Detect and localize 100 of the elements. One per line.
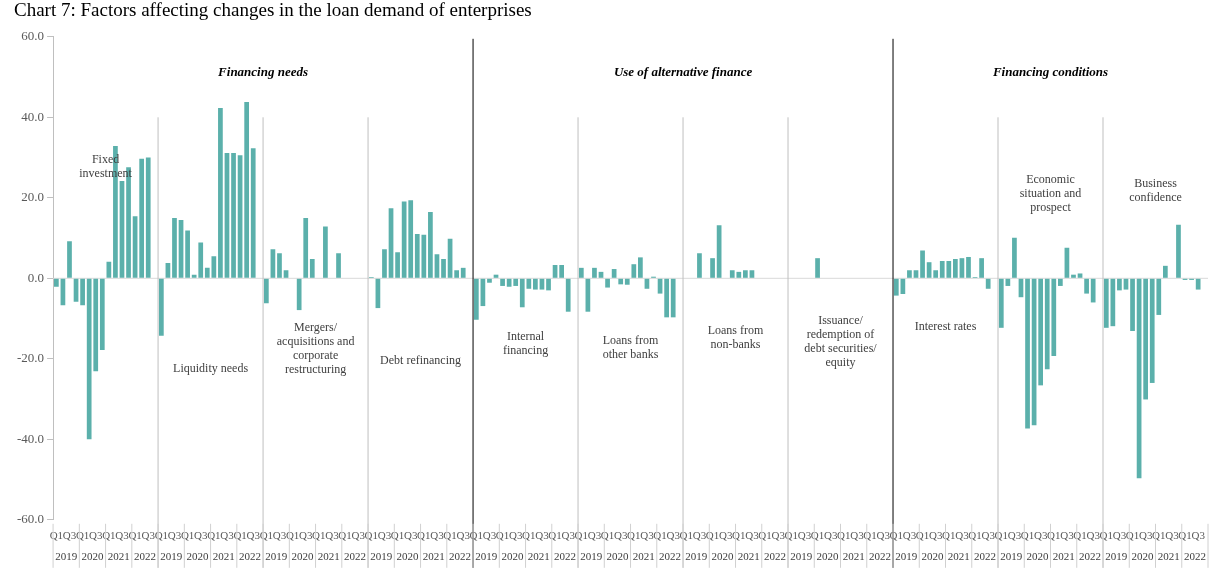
bar bbox=[697, 253, 702, 278]
x-tick-label: Q3 bbox=[1086, 529, 1101, 542]
text: 2019 bbox=[160, 549, 183, 562]
bar bbox=[1162, 265, 1168, 278]
bar bbox=[565, 278, 571, 312]
text: 2019 bbox=[580, 549, 603, 562]
bar bbox=[533, 278, 538, 290]
x-tick-label: Q1 bbox=[180, 529, 195, 542]
bar bbox=[1117, 278, 1122, 291]
x-tick-label: Q1 bbox=[653, 529, 667, 542]
x-tick-label: Q1 bbox=[548, 529, 562, 542]
annotation: Internal financing bbox=[502, 328, 549, 357]
bar bbox=[1012, 237, 1017, 278]
bar bbox=[158, 278, 164, 336]
x-tick-label: Q1 bbox=[364, 529, 379, 542]
x-tick-label: Q1 bbox=[1099, 529, 1114, 542]
x-tick-label: Q3 bbox=[902, 529, 917, 542]
bar bbox=[546, 278, 551, 291]
bar bbox=[638, 257, 643, 278]
bar bbox=[893, 278, 899, 296]
x-tick-label: Q1 bbox=[312, 529, 326, 542]
x-tick-label: Q1 bbox=[417, 529, 431, 542]
x-tick-label: Q1 bbox=[679, 529, 694, 542]
text: 2022 bbox=[973, 549, 996, 562]
y-tick-label: -40.0 bbox=[16, 430, 45, 446]
x-tick-label: Q1 bbox=[915, 529, 930, 542]
annotation: Financing needs bbox=[217, 64, 309, 80]
text: 2019 bbox=[685, 549, 708, 562]
bar bbox=[618, 278, 624, 285]
bar bbox=[1084, 278, 1089, 294]
chart-title: Chart 7: Factors affecting changes in the loan demand of enterprises bbox=[14, 0, 532, 21]
x-tick-label: Q3 bbox=[456, 529, 471, 542]
x-tick-label: Q3 bbox=[1138, 529, 1153, 542]
text: 2022 bbox=[763, 549, 786, 562]
bar bbox=[296, 278, 302, 311]
x-tick-label: Q3 bbox=[1033, 529, 1048, 542]
bar bbox=[664, 278, 669, 318]
bar bbox=[67, 241, 72, 278]
text: 2021 bbox=[947, 549, 970, 562]
x-tick-label: Q3 bbox=[272, 529, 287, 542]
bar bbox=[710, 258, 715, 278]
x-tick-label: Q3 bbox=[482, 529, 497, 542]
text: 2020 bbox=[711, 549, 734, 562]
annotation: Liquidity needs bbox=[173, 360, 249, 375]
y-tick-label: -60.0 bbox=[16, 511, 45, 527]
text: 2022 bbox=[553, 549, 576, 562]
x-tick-label: Q3 bbox=[1112, 529, 1127, 542]
text: 2022 bbox=[658, 549, 681, 562]
x-tick-label: Q3 bbox=[351, 529, 366, 542]
x-tick-label: Q3 bbox=[928, 529, 943, 542]
bar bbox=[428, 211, 433, 278]
x-tick-label: Q1 bbox=[522, 529, 536, 542]
bar bbox=[966, 256, 971, 278]
x-tick-label: Q1 bbox=[75, 529, 90, 542]
text: 2020 bbox=[816, 549, 839, 562]
bar bbox=[323, 226, 328, 278]
bar bbox=[953, 258, 958, 278]
text: 2019 bbox=[1105, 549, 1128, 562]
bar bbox=[336, 253, 341, 278]
bar bbox=[54, 278, 59, 287]
x-tick-label: Q1 bbox=[102, 529, 116, 542]
text: 2021 bbox=[422, 549, 445, 562]
bar bbox=[1025, 278, 1030, 429]
x-tick-label: Q3 bbox=[194, 529, 208, 542]
x-tick-label: Q3 bbox=[823, 529, 838, 542]
bar bbox=[106, 261, 112, 278]
text: 2022 bbox=[1183, 549, 1206, 562]
x-tick-label: Q3 bbox=[508, 529, 523, 542]
text: 2019 bbox=[895, 549, 918, 562]
bar bbox=[920, 250, 925, 278]
x-tick-label: Q1 bbox=[1125, 529, 1140, 542]
x-tick-label: Q1 bbox=[259, 529, 274, 542]
x-tick-label: Q3 bbox=[1007, 529, 1022, 542]
x-tick-label: Q3 bbox=[613, 529, 628, 542]
bar bbox=[592, 267, 597, 278]
x-tick-label: Q3 bbox=[981, 529, 996, 542]
x-tick-label: Q1 bbox=[469, 529, 484, 542]
bar bbox=[907, 270, 912, 278]
x-tick-label: Q1 bbox=[758, 529, 772, 542]
bar bbox=[99, 278, 105, 350]
bar bbox=[250, 148, 256, 278]
x-tick-label: Q3 bbox=[666, 529, 681, 542]
x-tick-label: Q1 bbox=[207, 529, 221, 542]
text: 2021 bbox=[212, 549, 235, 562]
bar bbox=[1038, 278, 1044, 386]
x-tick-label: Q1 bbox=[443, 529, 457, 542]
text: 2021 bbox=[527, 549, 550, 562]
bar bbox=[631, 264, 637, 278]
bar bbox=[605, 278, 610, 288]
text: 2019 bbox=[475, 549, 498, 562]
annotation: Financing conditions bbox=[991, 64, 1109, 80]
y-tick-label: 20.0 bbox=[21, 189, 45, 205]
x-tick-label: Q1 bbox=[128, 529, 142, 542]
bar bbox=[1071, 274, 1076, 278]
bar bbox=[1130, 278, 1135, 332]
bar bbox=[441, 258, 446, 278]
x-tick-label: Q3 bbox=[403, 529, 418, 542]
bar bbox=[1143, 278, 1149, 400]
x-tick-label: Q3 bbox=[167, 529, 182, 542]
bar bbox=[624, 278, 630, 285]
